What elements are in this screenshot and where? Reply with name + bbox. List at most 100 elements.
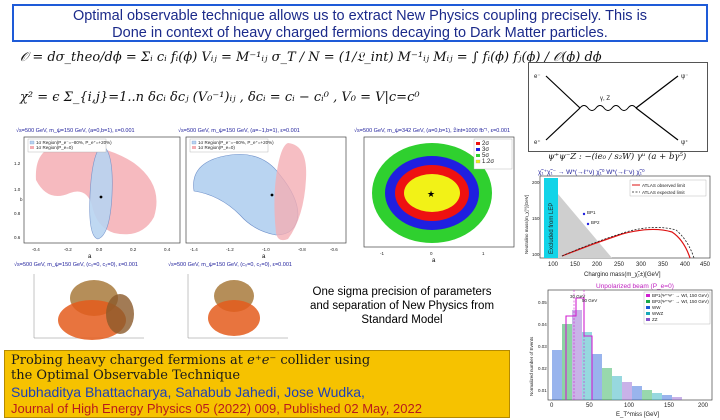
histogram-cut-label: 30 GeV xyxy=(570,294,585,299)
paper-authors: Subhaditya Bhattacharya, Sahabub Jahedi,… xyxy=(11,384,365,400)
plot1-legend-item: 1σ Region(P_e⁻=−80%, P_e⁺=+20%) xyxy=(36,140,112,145)
atlas-xtick: 150 xyxy=(570,262,581,268)
plot3-xtick: 1 xyxy=(482,251,485,256)
paper-title-post: collider using xyxy=(276,353,371,368)
feynman-vertex-rule: ψ⁺ψ⁻Z : −(ie₀ / s₂W) γᵘ (a + bγ⁵) xyxy=(548,152,687,162)
atlas-xtick: 350 xyxy=(658,262,669,268)
plot1-xtick: -0.4 xyxy=(32,247,40,252)
atlas-exclusion-plot: Excluded from LEP ATLAS observed limit A… xyxy=(524,175,711,259)
note-line-3: Standard Model xyxy=(361,314,443,326)
paper-journal[interactable]: Journal of High Energy Physics 05 (2022)… xyxy=(11,401,422,416)
feynman-diagram: e⁻ e⁺ γ, Z ψ⁻ ψ⁺ xyxy=(528,62,708,152)
plot2-xtick: -0.8 xyxy=(298,247,306,252)
plot2-xtick: -1.2 xyxy=(226,247,234,252)
atlas-xtick: 450 xyxy=(700,262,711,268)
plot3-legend-item: 2σ xyxy=(482,141,489,147)
plot3-xtick: 0 xyxy=(430,251,433,256)
plot2-legend-item: 1σ Region(P_e=0) xyxy=(198,145,235,150)
plot1-xlabel: a xyxy=(88,254,92,260)
plot2-pink-region xyxy=(274,143,307,241)
met-histogram: Unpolarized beam (P_e=0) 30 GeV 50 GeV B… xyxy=(529,283,713,418)
atlas-xtick: 200 xyxy=(592,262,603,268)
plot1-legend-item: 1σ Region(P_e=0) xyxy=(36,145,73,150)
histogram-legend-item: BP2(Ψ⁺Ψ⁻ → Wℓ, 150 GeV) xyxy=(652,299,709,304)
boson-propagator xyxy=(579,105,637,111)
atlas-expected-limit-line xyxy=(561,227,695,259)
plot2-xtick: -1.0 xyxy=(262,247,270,252)
atlas-xtick: 100 xyxy=(548,262,559,268)
plot1-ylabel: b xyxy=(20,197,23,202)
plot1-ytick: 1.2 xyxy=(14,161,21,166)
plot2-xtick: -1.4 xyxy=(190,247,198,252)
plot2-xtick: -0.6 xyxy=(330,247,338,252)
note-line-2: and separation of New Physics from xyxy=(309,300,495,312)
histogram-legend-item: ZZ xyxy=(652,317,658,322)
plot2-caption: √s=500 GeV, m_ψ=150 GeV, (a=−1,b=1), ε=0… xyxy=(178,128,300,134)
feynman-label-eminus: e⁻ xyxy=(534,74,541,80)
histogram-ytick: 0.04 xyxy=(538,322,547,327)
paper-title-pre: Probing heavy charged fermions at xyxy=(11,353,248,368)
histogram-xtick: 150 xyxy=(664,403,675,409)
atlas-xtick: 400 xyxy=(680,262,691,268)
psi-plus-line xyxy=(635,107,679,141)
plot3-xtick: -1 xyxy=(380,251,384,256)
plot1-contours: 1σ Region(P_e⁻=−80%, P_e⁺=+20%) 1σ Regio… xyxy=(14,136,181,252)
title-line-1: Optimal observable technique allows us t… xyxy=(72,8,648,24)
histogram-xtick: 0 xyxy=(550,403,554,409)
feynman-label-psiplus: ψ⁺ xyxy=(681,139,688,146)
atlas-legend-expected: ATLAS expected limit xyxy=(642,190,685,195)
histogram-xtick: 50 xyxy=(586,403,593,409)
histogram-ytick: 0.01 xyxy=(538,388,547,393)
atlas-ytick: 200 xyxy=(532,180,540,185)
plot3-legend-item: 3σ xyxy=(482,147,489,153)
histogram-ytick: 0.05 xyxy=(538,300,547,305)
paper-title-line-1: Probing heavy charged fermions at e⁺e⁻ c… xyxy=(11,353,370,368)
plot3-xlabel: a xyxy=(432,258,436,264)
atlas-legend-observed: ATLAS observed limit xyxy=(642,183,686,188)
plot1-caption: √s=500 GeV, m_ψ=150 GeV, (a=0,b=1), ε=0.… xyxy=(16,128,135,134)
summary-note: One sigma precision of parameters and se… xyxy=(296,286,508,340)
plot3-bestfit-star: ★ xyxy=(427,190,435,200)
plot4-ellipsoids xyxy=(33,274,144,340)
plot2-contours: 1σ Region(P_e⁻=−80%, P_e⁺=+20%) 1σ Regio… xyxy=(185,136,347,252)
histogram-xtick: 200 xyxy=(698,403,709,409)
histogram-xtick: 100 xyxy=(624,403,635,409)
plot5-ellipsoids xyxy=(187,274,288,339)
plot5-caption: √s=500 GeV, m_ψ=150 GeV, (c₀=0, c₂=0), ε… xyxy=(168,262,292,268)
atlas-ylabel: Neutralino mass(m_χ̃₁⁰)[GeV] xyxy=(524,195,529,254)
plot2-xlabel: a xyxy=(262,254,266,260)
histogram-ylabel: Normalized number of Events xyxy=(529,336,534,396)
histogram-legend-item: WW xyxy=(652,305,661,310)
psi-minus-line xyxy=(635,75,679,109)
atlas-ytick: 150 xyxy=(532,216,540,221)
histogram-ytick: 0.03 xyxy=(538,344,547,349)
atlas-xtick: 250 xyxy=(614,262,625,268)
atlas-lep-excluded-band xyxy=(544,178,558,258)
plot1-xtick: -0.2 xyxy=(64,247,72,252)
atlas-header: χ̃₁⁺χ̃₁⁻ → W*(→ℓ⁺ν) χ̃₁⁰ W*(→ℓ⁻ν) χ̃₁⁰ xyxy=(538,169,645,176)
paper-title-math: e⁺e⁻ xyxy=(247,353,277,368)
plot2-bestfit-point xyxy=(270,193,274,197)
histogram-xlabel: E_T^miss [GeV] xyxy=(616,412,659,418)
plot1-xtick: 0.2 xyxy=(130,247,137,252)
atlas-observed-limit-line xyxy=(561,228,691,259)
plot3-legend-item: 5σ xyxy=(482,153,489,159)
histogram-ytick: 0.02 xyxy=(538,366,547,371)
plot5-ellipsoid-orange xyxy=(208,300,260,336)
title-banner: Optimal observable technique allows us t… xyxy=(12,4,708,42)
atlas-bp1-label: BP1 xyxy=(587,210,596,215)
plot1-ytick: 0.6 xyxy=(14,235,21,240)
plot4-caption: √s=500 GeV, m_ψ=150 GeV, (c₀=0, c₂=0), ε… xyxy=(14,262,138,268)
plot4-ellipsoid-dark xyxy=(106,294,134,334)
plot3-contours: ★ 2σ 3σ 5σ 1.2σ -1 0 1 xyxy=(363,136,515,256)
plot1-xtick: 0.0 xyxy=(96,247,103,252)
histogram-legend-item: BP1(Ψ⁺Ψ⁻ → Wℓ, 150 GeV) xyxy=(652,293,709,298)
atlas-xlabel: Chargino mass(m_χ̃₁±)[GeV] xyxy=(584,272,661,278)
equation-chi-square: χ² = ϵ Σ_{i,j}=1..n δcᵢ δcⱼ (V₀⁻¹)ᵢⱼ , δ… xyxy=(20,90,420,105)
feynman-label-eplus: e⁺ xyxy=(534,139,541,146)
plot1-blue-region xyxy=(89,144,113,240)
histogram-cut-label: 50 GeV xyxy=(582,298,597,303)
atlas-excluded-label: Excluded from LEP xyxy=(549,203,555,254)
equation-observable: 𝒪 = dσ_theo/dϕ = Σᵢ cᵢ fᵢ(ϕ) Vᵢⱼ = M⁻¹ᵢⱼ… xyxy=(20,50,602,65)
paper-title-line-2: the Optimal Observable Technique xyxy=(11,368,241,383)
